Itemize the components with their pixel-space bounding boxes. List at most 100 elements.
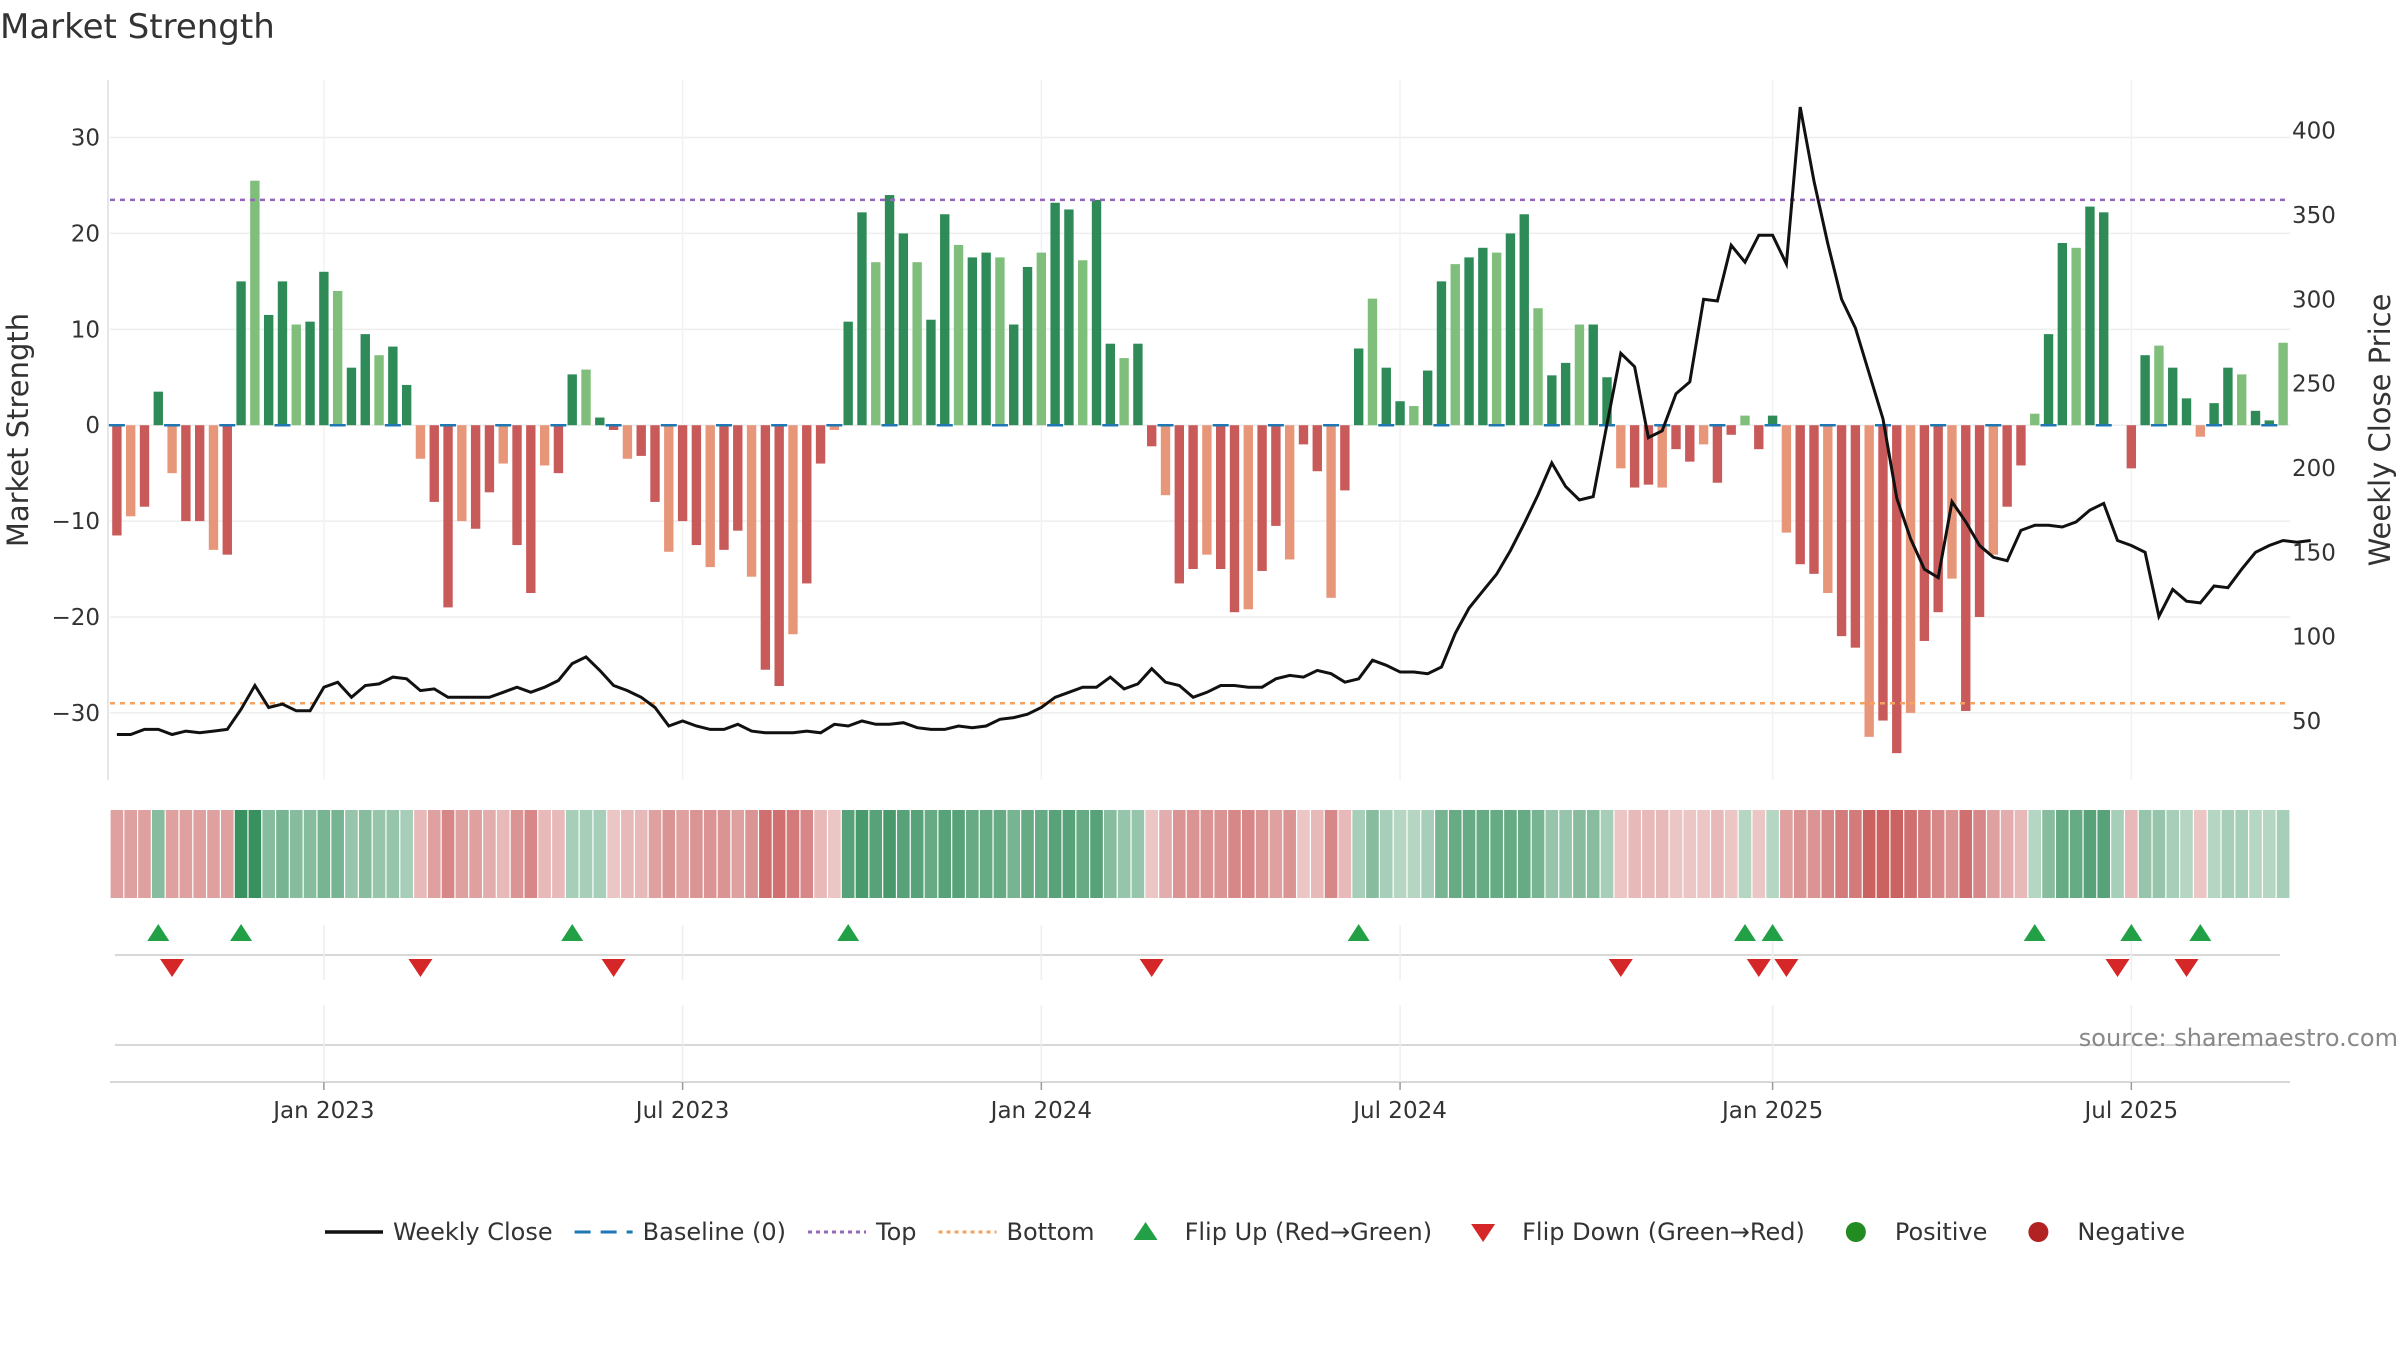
strength-bar [1740,415,1750,426]
strip-cell [372,810,386,898]
right-axis-label: Weekly Close Price [2363,294,2397,567]
strength-bar [622,425,633,459]
strip-cell [1890,810,1904,898]
flip-down-marker [601,959,626,977]
strength-bar [1353,348,1364,426]
strength-bar [1491,252,1502,426]
x-tick-label: Jul 2024 [1351,1098,1447,1124]
strength-bar [401,384,412,426]
strength-bar [194,425,205,522]
strength-bar [1892,425,1902,754]
strip-cell [496,810,510,898]
strip-cell [1048,810,1062,898]
strip-cell [1931,810,1945,898]
strip-cell [676,810,689,898]
right-tick-label: 400 [2292,119,2336,145]
strip-cell [248,810,262,898]
flip-up-marker [2120,924,2143,941]
strength-bar [2016,425,2026,466]
strip-cell [1462,810,1476,898]
strip-cell [910,810,924,898]
strip-cell [400,810,413,898]
strip-cell [1559,810,1572,898]
strength-bar [484,425,495,493]
strength-bar [2250,410,2261,426]
strength-bar [1823,425,1833,594]
strength-bar [1712,425,1723,483]
strip-cell [855,810,869,898]
strip-cell [1517,810,1531,898]
strip-cell [883,810,896,898]
strip-cell [2083,810,2097,898]
strength-bar [995,257,1005,426]
flip-up-marker [837,924,860,941]
strip-cell [331,810,344,898]
strength-bar [1919,425,1930,641]
strip-cell [1959,810,1973,898]
strength-bar [2154,345,2164,426]
legend-label: Bottom [1007,1218,1095,1246]
strength-bar [443,425,453,608]
strip-cell [1159,810,1172,898]
strength-bar [1657,425,1667,488]
legend-item: Top [808,1218,917,1246]
strip-cell [2249,810,2262,898]
strength-bar [332,290,343,426]
x-tick-label: Jan 2025 [1720,1098,1823,1124]
left-tick-label: −10 [51,509,100,535]
strip-cell [897,810,910,898]
strip-cell [1683,810,1697,898]
strip-cell [1531,810,1545,898]
strength-bar [360,334,370,426]
left-tick-label: −30 [51,701,100,727]
strength-bar [1519,214,1529,426]
strip-cell [2000,810,2014,898]
strength-bar [388,346,398,426]
strip-cell [814,810,827,898]
strength-bar [650,425,660,502]
strength-bar [2168,367,2178,426]
strength-bar [1381,367,1391,426]
strip-cell [262,810,275,898]
strength-bar [677,425,688,522]
x-tick-label: Jul 2025 [2083,1098,2179,1124]
strip-cell [1241,810,1255,898]
legend-item: Weekly Close [325,1218,553,1246]
legend-item: Baseline (0) [574,1218,786,1246]
strip-cell [220,810,234,898]
strip-cell [745,810,758,898]
strength-bar [1326,425,1336,598]
strength-bar [1767,415,1778,426]
strength-bar [1147,425,1157,447]
strip-cell [1780,810,1793,898]
strength-bar [1533,308,1543,426]
strength-bar [926,319,936,426]
strip-cell [345,810,358,898]
legend-swatch-circle [1845,1222,1866,1242]
strip-cell [703,810,717,898]
strength-bar [1243,425,1253,610]
strip-cell [993,810,1007,898]
strip-cell [303,810,317,898]
strip-cell [1600,810,1614,898]
flip-up-marker [230,924,253,941]
strength-bar [457,425,467,522]
strip-cell [607,810,620,898]
strip-cell [1490,810,1503,898]
legend-item: Flip Down (Green→Red) [1471,1218,1805,1246]
strength-bar [1974,425,1985,617]
strength-bar [953,244,964,426]
strip-cell [579,810,593,898]
strength-bar [1864,425,1874,737]
strip-cell [1821,810,1835,898]
strip-cell [1849,810,1862,898]
strip-cell [1393,810,1407,898]
strength-bar [1726,425,1736,435]
strip-cell [386,810,400,898]
strength-bar [553,425,564,474]
strip-cell [1421,810,1434,898]
strip-cell [1379,810,1393,898]
strength-bar [2195,425,2206,437]
right-tick-label: 300 [2292,287,2336,313]
strength-bar [1271,425,1281,526]
